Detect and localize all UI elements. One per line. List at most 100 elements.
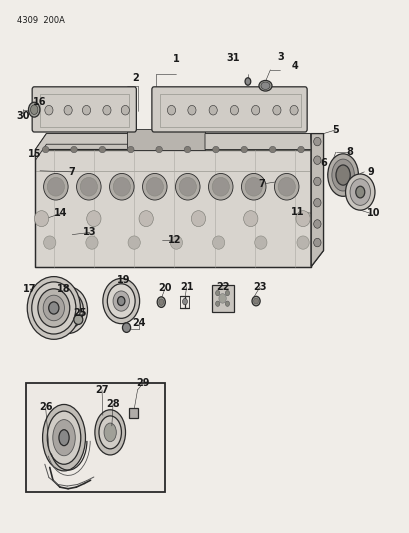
Ellipse shape bbox=[82, 106, 90, 115]
Ellipse shape bbox=[191, 211, 205, 227]
Ellipse shape bbox=[158, 299, 163, 305]
Ellipse shape bbox=[47, 177, 64, 196]
Ellipse shape bbox=[313, 198, 320, 207]
Ellipse shape bbox=[27, 277, 80, 340]
Ellipse shape bbox=[225, 290, 229, 296]
Ellipse shape bbox=[59, 299, 77, 321]
Ellipse shape bbox=[313, 220, 320, 228]
Text: 7: 7 bbox=[258, 179, 265, 189]
Text: 3: 3 bbox=[276, 52, 283, 61]
Text: 23: 23 bbox=[253, 282, 266, 292]
Ellipse shape bbox=[209, 106, 217, 115]
Ellipse shape bbox=[155, 147, 162, 153]
Ellipse shape bbox=[349, 179, 370, 205]
Ellipse shape bbox=[313, 156, 320, 165]
Bar bbox=[160, 94, 300, 127]
Text: 15: 15 bbox=[27, 149, 41, 159]
Text: 27: 27 bbox=[95, 385, 108, 395]
Text: 30: 30 bbox=[16, 111, 30, 121]
Text: 28: 28 bbox=[106, 399, 119, 409]
Ellipse shape bbox=[254, 236, 266, 249]
Text: 19: 19 bbox=[117, 275, 130, 285]
Ellipse shape bbox=[241, 173, 265, 200]
Ellipse shape bbox=[142, 173, 166, 200]
Ellipse shape bbox=[30, 105, 38, 115]
Ellipse shape bbox=[53, 292, 83, 329]
Text: 14: 14 bbox=[54, 208, 68, 219]
Ellipse shape bbox=[218, 294, 226, 303]
Ellipse shape bbox=[215, 301, 219, 306]
Ellipse shape bbox=[269, 147, 275, 153]
Ellipse shape bbox=[253, 298, 258, 304]
Ellipse shape bbox=[42, 147, 49, 153]
Ellipse shape bbox=[28, 102, 40, 117]
Ellipse shape bbox=[31, 282, 76, 334]
Ellipse shape bbox=[49, 287, 87, 334]
Ellipse shape bbox=[43, 295, 64, 321]
Text: 21: 21 bbox=[180, 282, 193, 292]
Ellipse shape bbox=[258, 80, 271, 91]
Text: 17: 17 bbox=[23, 284, 37, 294]
Ellipse shape bbox=[313, 177, 320, 185]
Ellipse shape bbox=[240, 147, 247, 153]
Ellipse shape bbox=[107, 284, 135, 318]
Ellipse shape bbox=[243, 211, 257, 227]
Ellipse shape bbox=[355, 186, 364, 198]
Ellipse shape bbox=[187, 106, 196, 115]
Polygon shape bbox=[35, 134, 323, 150]
Text: 16: 16 bbox=[33, 96, 46, 107]
Ellipse shape bbox=[212, 147, 219, 153]
Text: 8: 8 bbox=[346, 147, 353, 157]
Text: 7: 7 bbox=[69, 167, 75, 177]
Ellipse shape bbox=[99, 416, 121, 449]
Ellipse shape bbox=[274, 173, 298, 200]
Bar bbox=[39, 94, 129, 127]
Ellipse shape bbox=[43, 236, 56, 249]
Ellipse shape bbox=[230, 106, 238, 115]
Ellipse shape bbox=[53, 419, 75, 456]
FancyBboxPatch shape bbox=[151, 87, 306, 132]
Ellipse shape bbox=[34, 211, 49, 227]
Polygon shape bbox=[204, 134, 310, 150]
Ellipse shape bbox=[103, 278, 139, 324]
Ellipse shape bbox=[117, 296, 125, 305]
Ellipse shape bbox=[167, 106, 175, 115]
Text: 10: 10 bbox=[366, 208, 379, 219]
Text: 31: 31 bbox=[226, 53, 240, 62]
Ellipse shape bbox=[49, 302, 59, 314]
Ellipse shape bbox=[212, 236, 224, 249]
Ellipse shape bbox=[109, 173, 134, 200]
Text: 12: 12 bbox=[167, 235, 181, 245]
Ellipse shape bbox=[170, 236, 182, 249]
Ellipse shape bbox=[85, 236, 98, 249]
Text: 20: 20 bbox=[158, 283, 172, 293]
Ellipse shape bbox=[121, 106, 129, 115]
Ellipse shape bbox=[122, 323, 130, 333]
Ellipse shape bbox=[272, 106, 280, 115]
Ellipse shape bbox=[99, 147, 106, 153]
Ellipse shape bbox=[139, 211, 153, 227]
Ellipse shape bbox=[64, 305, 72, 315]
Text: 6: 6 bbox=[319, 158, 326, 168]
Ellipse shape bbox=[327, 154, 357, 196]
Ellipse shape bbox=[261, 82, 269, 90]
Ellipse shape bbox=[295, 211, 310, 227]
Ellipse shape bbox=[212, 177, 229, 196]
Text: 25: 25 bbox=[73, 308, 86, 318]
Ellipse shape bbox=[64, 106, 72, 115]
Ellipse shape bbox=[245, 177, 262, 196]
Text: 13: 13 bbox=[83, 228, 96, 238]
Ellipse shape bbox=[47, 411, 81, 464]
Ellipse shape bbox=[113, 291, 129, 311]
Ellipse shape bbox=[335, 165, 349, 185]
Text: 18: 18 bbox=[57, 284, 71, 294]
Text: 26: 26 bbox=[39, 402, 52, 413]
Polygon shape bbox=[35, 150, 310, 266]
Ellipse shape bbox=[38, 289, 70, 327]
Ellipse shape bbox=[128, 236, 140, 249]
Ellipse shape bbox=[251, 106, 259, 115]
Ellipse shape bbox=[277, 177, 294, 196]
Ellipse shape bbox=[252, 296, 260, 306]
Ellipse shape bbox=[80, 177, 97, 196]
Text: 11: 11 bbox=[291, 207, 304, 217]
